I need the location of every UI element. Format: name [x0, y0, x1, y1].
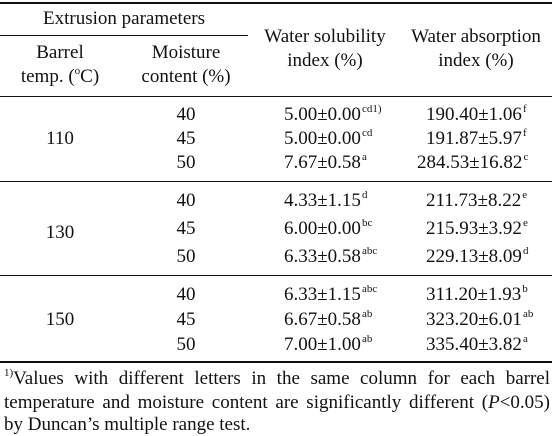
top-rule: [0, 2, 552, 4]
moisture-cell: 50: [176, 334, 196, 355]
moisture-cell: 45: [176, 128, 196, 149]
header-moisture-line1: Moisture: [151, 42, 221, 63]
wai-cell: 215.93±3.92e: [426, 217, 528, 239]
wai-cell: 190.40±1.06f: [426, 103, 527, 125]
wsi-cell: 7.67±0.58a: [284, 151, 367, 173]
wai-cell: 229.13±8.09d: [426, 245, 529, 267]
group-header-underline: [0, 35, 248, 36]
header-bottom-rule: [0, 96, 552, 97]
wsi-cell: 7.00±1.00ab: [284, 333, 373, 355]
bottom-rule: [0, 361, 552, 363]
header-moisture-line2: content (%): [141, 66, 231, 87]
wsi-cell: 4.33±1.15d: [284, 189, 368, 211]
group-divider-1: [0, 181, 552, 182]
wsi-cell: 6.33±0.58abc: [284, 245, 378, 267]
header-extrusion-parameters: Extrusion parameters: [43, 8, 205, 29]
wsi-cell: 6.00±0.00bc: [284, 217, 373, 239]
moisture-cell: 45: [176, 309, 196, 330]
barrel-temp-110: 110: [46, 128, 74, 149]
header-barrel-line2: temp. (oC): [20, 65, 100, 87]
header-barrel-line1: Barrel: [36, 42, 84, 63]
barrel-temp-150: 150: [45, 309, 75, 330]
header-wai-line2: index (%): [438, 50, 514, 71]
wsi-cell: 5.00±0.00cd1): [284, 103, 382, 125]
moisture-cell: 40: [176, 190, 196, 211]
header-wsi-line2: index (%): [287, 50, 363, 71]
wai-cell: 284.53±16.82c: [417, 151, 529, 173]
wai-cell: 311.20±1.93b: [426, 283, 528, 305]
header-wsi-line1: Water solubility: [264, 26, 386, 47]
barrel-temp-130: 130: [45, 222, 75, 243]
table-footnote: 1)Values with different letters in the s…: [4, 367, 550, 435]
wai-cell: 191.87±5.97f: [426, 127, 527, 149]
moisture-cell: 50: [176, 152, 196, 173]
moisture-cell: 50: [176, 246, 196, 267]
header-wai-line1: Water absorption: [411, 26, 541, 47]
wai-cell: 211.73±8.22e: [426, 189, 528, 211]
wsi-cell: 5.00±0.00cd: [284, 127, 373, 149]
wsi-cell: 6.33±1.15abc: [284, 283, 378, 305]
moisture-cell: 45: [176, 218, 196, 239]
wsi-cell: 6.67±0.58ab: [284, 308, 373, 330]
wai-cell: 323.20±6.01ab: [426, 308, 534, 330]
group-divider-2: [0, 275, 552, 276]
moisture-cell: 40: [176, 104, 196, 125]
wai-cell: 335.40±3.82a: [426, 333, 528, 355]
moisture-cell: 40: [176, 284, 196, 305]
